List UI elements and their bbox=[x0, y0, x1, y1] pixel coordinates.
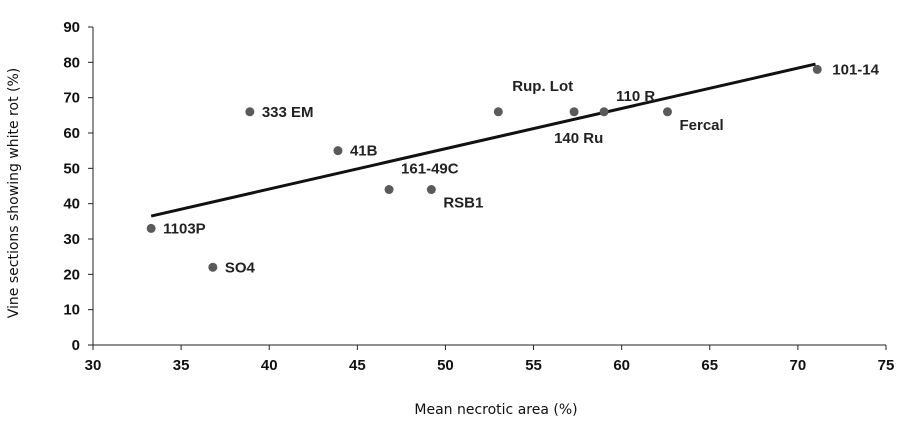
y-axis-title: Vine sections showing white rot (%) bbox=[6, 68, 22, 319]
point-label: 140 Ru bbox=[554, 130, 603, 147]
x-tick-label: 65 bbox=[701, 357, 718, 374]
x-tick-label: 45 bbox=[349, 357, 366, 374]
trendline-group bbox=[150, 62, 816, 218]
data-point bbox=[384, 185, 394, 195]
data-point bbox=[662, 107, 672, 117]
y-tick-label: 30 bbox=[63, 231, 80, 248]
trendline bbox=[150, 62, 816, 218]
data-point bbox=[426, 185, 436, 195]
x-tick-label: 35 bbox=[173, 357, 190, 374]
y-tick-label: 60 bbox=[63, 125, 80, 142]
x-tick-label: 40 bbox=[261, 357, 278, 374]
x-tick-label: 70 bbox=[790, 357, 807, 374]
y-tick-label: 80 bbox=[63, 54, 80, 71]
point-label: Fercal bbox=[679, 117, 723, 134]
point-label: 110 R bbox=[616, 88, 655, 105]
ticks: 30 35 40 45 50 55 60 65 70 75 0 10 20 30 40 50 60 70 80 90 bbox=[63, 19, 894, 374]
point-label: 333 EM bbox=[262, 104, 314, 121]
point-label: RSB1 bbox=[443, 195, 483, 212]
x-axis-title: Mean necrotic area (%) bbox=[414, 402, 577, 418]
point-label: 161-49C bbox=[401, 161, 459, 178]
point-label: 1103P bbox=[163, 220, 206, 237]
x-tick-label: 55 bbox=[525, 357, 542, 374]
x-tick-label: 75 bbox=[878, 357, 895, 374]
data-point bbox=[333, 146, 343, 156]
data-point bbox=[208, 262, 218, 272]
y-tick-label: 50 bbox=[63, 160, 80, 177]
data-point bbox=[146, 223, 156, 233]
y-tick-label: 20 bbox=[63, 266, 80, 283]
data-point bbox=[599, 107, 609, 117]
point-label: 101-14 bbox=[832, 61, 879, 78]
data-point bbox=[245, 107, 255, 117]
points-group bbox=[146, 64, 822, 272]
y-tick-label: 10 bbox=[63, 302, 80, 319]
data-point bbox=[493, 107, 503, 117]
x-tick-label: 60 bbox=[613, 357, 630, 374]
point-label: SO4 bbox=[225, 259, 256, 276]
y-tick-label: 40 bbox=[63, 196, 80, 213]
point-labels-group: 1103P SO4 333 EM 41B 161-49C RSB1 Rup. Lot 140 … bbox=[163, 61, 879, 276]
axes bbox=[92, 27, 886, 346]
y-tick-label: 0 bbox=[72, 337, 80, 354]
point-label: 41B bbox=[350, 143, 378, 160]
x-tick-label: 30 bbox=[85, 357, 102, 374]
y-tick-label: 90 bbox=[63, 19, 80, 36]
point-label: Rup. Lot bbox=[512, 78, 573, 95]
data-point bbox=[812, 64, 822, 74]
y-tick-label: 70 bbox=[63, 90, 80, 107]
data-point bbox=[569, 107, 579, 117]
x-tick-label: 50 bbox=[437, 357, 454, 374]
